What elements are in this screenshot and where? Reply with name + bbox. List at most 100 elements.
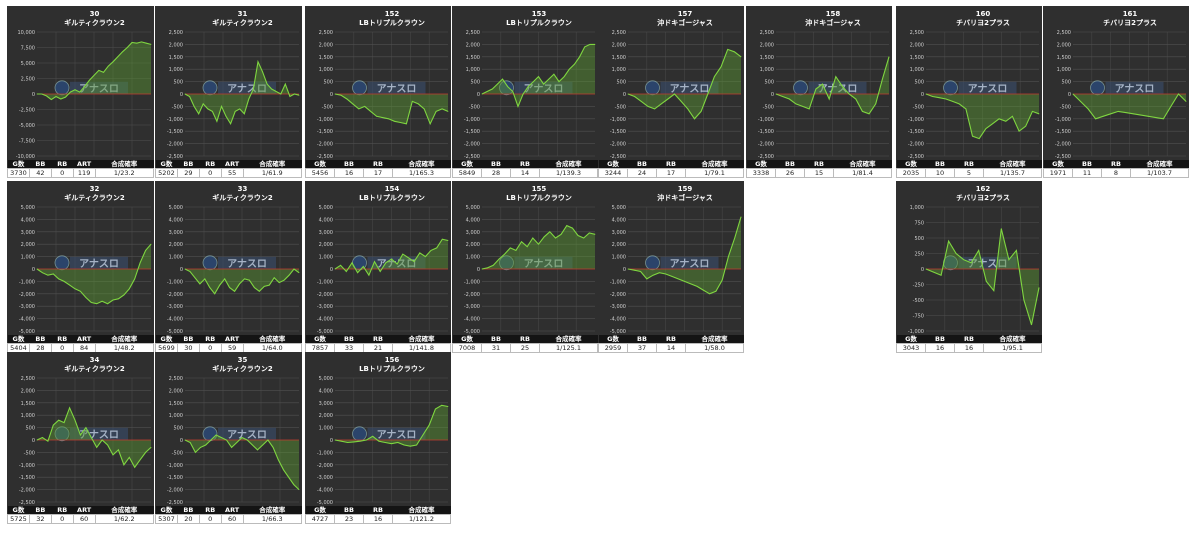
- y-tick-label: -4,000: [610, 317, 626, 323]
- data-point: [594, 233, 596, 235]
- y-tick-label: -2,000: [610, 292, 626, 298]
- y-tick-label: -2,000: [167, 488, 183, 494]
- stats-value: 32: [28, 514, 52, 524]
- data-point: [340, 94, 342, 96]
- y-tick-label: -2,000: [317, 463, 333, 469]
- data-point: [584, 46, 586, 48]
- y-tick-label: 1,000: [612, 255, 626, 261]
- data-point: [538, 76, 539, 78]
- series-line: [775, 56, 890, 115]
- svg-text:アナスロ: アナスロ: [227, 83, 267, 95]
- data-point: [588, 232, 590, 234]
- y-tick-label: -2,500: [19, 500, 35, 506]
- watermark-logo: アナスロ: [202, 426, 276, 442]
- stats-header: G数: [7, 160, 30, 169]
- stats-header: G数: [305, 335, 335, 344]
- data-point: [558, 81, 560, 82]
- y-tick-label: 500: [25, 426, 35, 432]
- data-point: [145, 42, 147, 44]
- y-tick-label: -500: [1060, 104, 1071, 110]
- data-point: [273, 277, 275, 279]
- y-tick-label: 0: [771, 92, 774, 98]
- data-point: [272, 447, 274, 448]
- data-point: [251, 444, 253, 446]
- watermark-logo: アナスロ: [645, 80, 719, 96]
- stats-value: 1/61.9: [242, 168, 302, 178]
- data-point: [74, 419, 76, 421]
- data-point: [436, 247, 438, 249]
- data-point: [815, 88, 817, 90]
- data-point: [1031, 110, 1033, 112]
- stats-value: 16: [954, 343, 984, 353]
- y-tick-label: 0: [330, 438, 333, 444]
- machine-title: 沖ドキゴージャス: [805, 18, 861, 27]
- data-point: [284, 83, 286, 85]
- stats-value: 1/95.1: [983, 343, 1042, 353]
- data-point: [46, 95, 47, 97]
- data-point: [278, 282, 280, 284]
- data-point: [441, 238, 443, 240]
- data-point: [855, 98, 857, 100]
- data-point: [294, 93, 295, 95]
- data-point: [131, 42, 133, 43]
- data-point: [1038, 287, 1040, 288]
- stats-table: G数 BB RB ART 合成確率 5307 20 0 60 1/66.3: [155, 506, 302, 524]
- data-point: [63, 422, 65, 424]
- machine-title: LBトリプルクラウン: [359, 18, 425, 27]
- data-point: [408, 257, 409, 259]
- stats-header: BB: [177, 506, 200, 515]
- y-tick-label: -2,500: [610, 154, 626, 160]
- data-point: [231, 447, 233, 448]
- y-tick-label: 250: [914, 252, 924, 258]
- data-point: [193, 106, 195, 107]
- stats-header: BB: [481, 160, 511, 169]
- data-point: [58, 419, 60, 421]
- data-point: [998, 118, 1000, 120]
- y-tick-label: 1,000: [169, 67, 183, 73]
- y-tick-label: -2,000: [1055, 142, 1071, 148]
- data-point: [416, 444, 418, 446]
- stats-value: 25: [510, 343, 540, 353]
- data-point: [219, 284, 221, 286]
- data-point: [633, 269, 635, 271]
- stats-value: 15: [804, 168, 834, 178]
- stats-value: 0: [198, 514, 222, 524]
- data-point: [521, 241, 522, 243]
- data-point: [69, 407, 70, 409]
- machine-number: 161: [1123, 10, 1138, 18]
- machine-number: 155: [532, 185, 547, 193]
- data-point: [694, 118, 695, 120]
- data-point: [93, 75, 95, 76]
- y-tick-label: -3,000: [317, 304, 333, 310]
- stats-header: BB: [334, 506, 364, 515]
- y-tick-label: 1,000: [319, 426, 333, 432]
- data-point: [118, 298, 119, 300]
- slot-panel: 162 チバリヨ2プラス 1,000 750 500 250 0 -250 -500 -750 -1…: [896, 181, 1042, 353]
- stats-header: 合成確率: [983, 160, 1042, 169]
- data-point: [79, 91, 81, 93]
- slot-panel: 152 LBトリプルクラウン 2,500 2,000 1,500 1,000 500 0 -50…: [305, 6, 451, 178]
- data-point: [441, 404, 443, 406]
- y-tick-label: 1,000: [1057, 67, 1071, 73]
- data-point: [842, 86, 843, 87]
- y-tick-label: 2,000: [319, 42, 333, 48]
- stats-header: RB: [656, 160, 686, 169]
- data-point: [262, 71, 263, 73]
- data-point: [145, 452, 146, 453]
- y-tick-label: 0: [477, 267, 480, 273]
- area-fill: [628, 49, 741, 119]
- slot-panel: 32 ギルティクラウン2 5,000 4,000 3,000 2,000 1,000 0 -1,…: [7, 181, 154, 353]
- data-point: [340, 440, 342, 442]
- data-point: [391, 258, 392, 260]
- y-tick-label: -1,000: [610, 117, 626, 123]
- stats-table: G数 BB RB 合成確率 3338 26 15 1/81.4: [746, 160, 892, 178]
- stats-value: 5849: [452, 168, 482, 178]
- data-point: [347, 442, 348, 443]
- series-line: [1072, 93, 1187, 120]
- stats-value: 60: [72, 514, 96, 524]
- data-point: [36, 439, 38, 441]
- data-point: [358, 108, 360, 110]
- data-point: [117, 56, 119, 58]
- y-tick-label: -1,000: [167, 279, 183, 285]
